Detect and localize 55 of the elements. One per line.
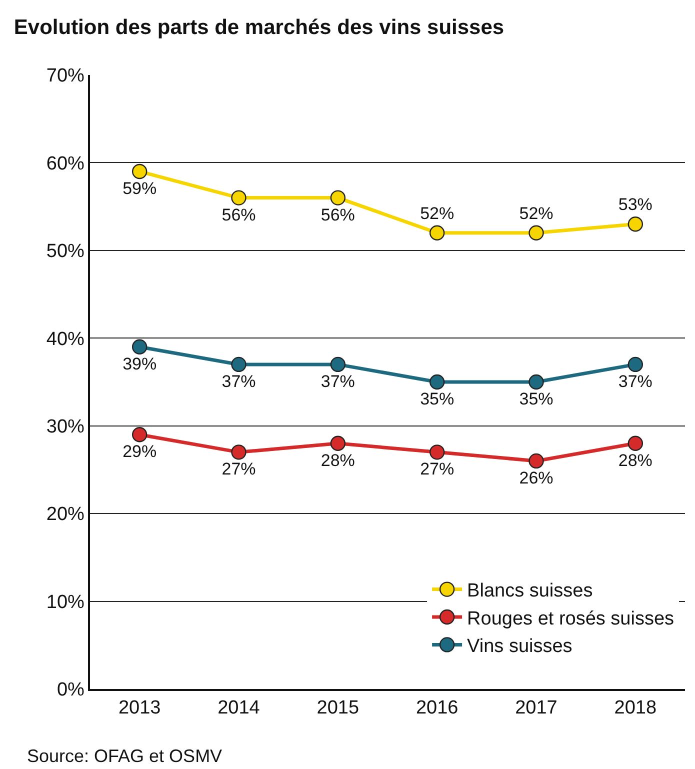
point bbox=[330, 190, 346, 206]
point bbox=[628, 436, 644, 451]
data-label: 27% bbox=[222, 460, 256, 479]
data-label: 52% bbox=[519, 204, 554, 223]
y-tick-label: 40% bbox=[46, 328, 85, 350]
data-label: 35% bbox=[420, 390, 454, 408]
data-label: 37% bbox=[320, 372, 355, 391]
y-tick-label: 50% bbox=[46, 241, 85, 262]
data-label: 28% bbox=[320, 450, 355, 470]
data-label: 59% bbox=[122, 178, 157, 198]
point bbox=[132, 339, 148, 355]
point bbox=[628, 216, 644, 232]
point bbox=[330, 356, 346, 372]
point bbox=[429, 444, 445, 460]
y-tick-label: 20% bbox=[46, 504, 85, 526]
x-tick-label: 2018 bbox=[614, 698, 657, 719]
data-label: 37% bbox=[222, 372, 256, 391]
point bbox=[429, 374, 445, 390]
point bbox=[528, 225, 544, 240]
legend-label: Blancs suisses bbox=[467, 580, 593, 602]
data-label: 56% bbox=[320, 205, 355, 224]
legend-label: Vins suisses bbox=[467, 636, 572, 658]
data-label: 26% bbox=[519, 468, 554, 488]
point bbox=[330, 436, 346, 451]
data-label: 53% bbox=[618, 195, 652, 214]
x-tick-label: 2015 bbox=[316, 698, 360, 719]
point bbox=[231, 356, 246, 372]
point bbox=[528, 453, 544, 469]
data-label: 28% bbox=[618, 450, 652, 470]
y-tick-label: 0% bbox=[56, 680, 85, 701]
source-note: Source: OFAG et OSMV bbox=[27, 746, 222, 766]
point bbox=[528, 374, 544, 390]
x-tick-label: 2014 bbox=[218, 698, 260, 719]
point bbox=[132, 164, 148, 180]
point bbox=[231, 190, 246, 206]
data-label: 29% bbox=[122, 442, 157, 462]
y-tick-label: 30% bbox=[46, 416, 85, 438]
point bbox=[132, 427, 148, 442]
chart-title: Evolution des parts de marchés des vins suisses bbox=[14, 16, 504, 39]
point bbox=[628, 356, 644, 372]
y-tick-label: 60% bbox=[46, 153, 85, 174]
data-label: 39% bbox=[122, 354, 157, 374]
point bbox=[231, 444, 246, 460]
data-label: 35% bbox=[519, 390, 554, 408]
data-label: 56% bbox=[222, 205, 256, 224]
data-label: 27% bbox=[420, 460, 454, 479]
x-tick-label: 2017 bbox=[515, 698, 558, 719]
point bbox=[429, 225, 445, 240]
data-label: 52% bbox=[420, 204, 454, 223]
y-tick-label: 10% bbox=[46, 592, 85, 613]
x-tick-label: 2016 bbox=[416, 698, 458, 719]
x-tick-label: 2013 bbox=[118, 698, 161, 719]
data-label: 37% bbox=[618, 372, 652, 391]
legend-label: Rouges et rosés suisses bbox=[467, 608, 674, 630]
y-tick-label: 70% bbox=[46, 66, 85, 87]
